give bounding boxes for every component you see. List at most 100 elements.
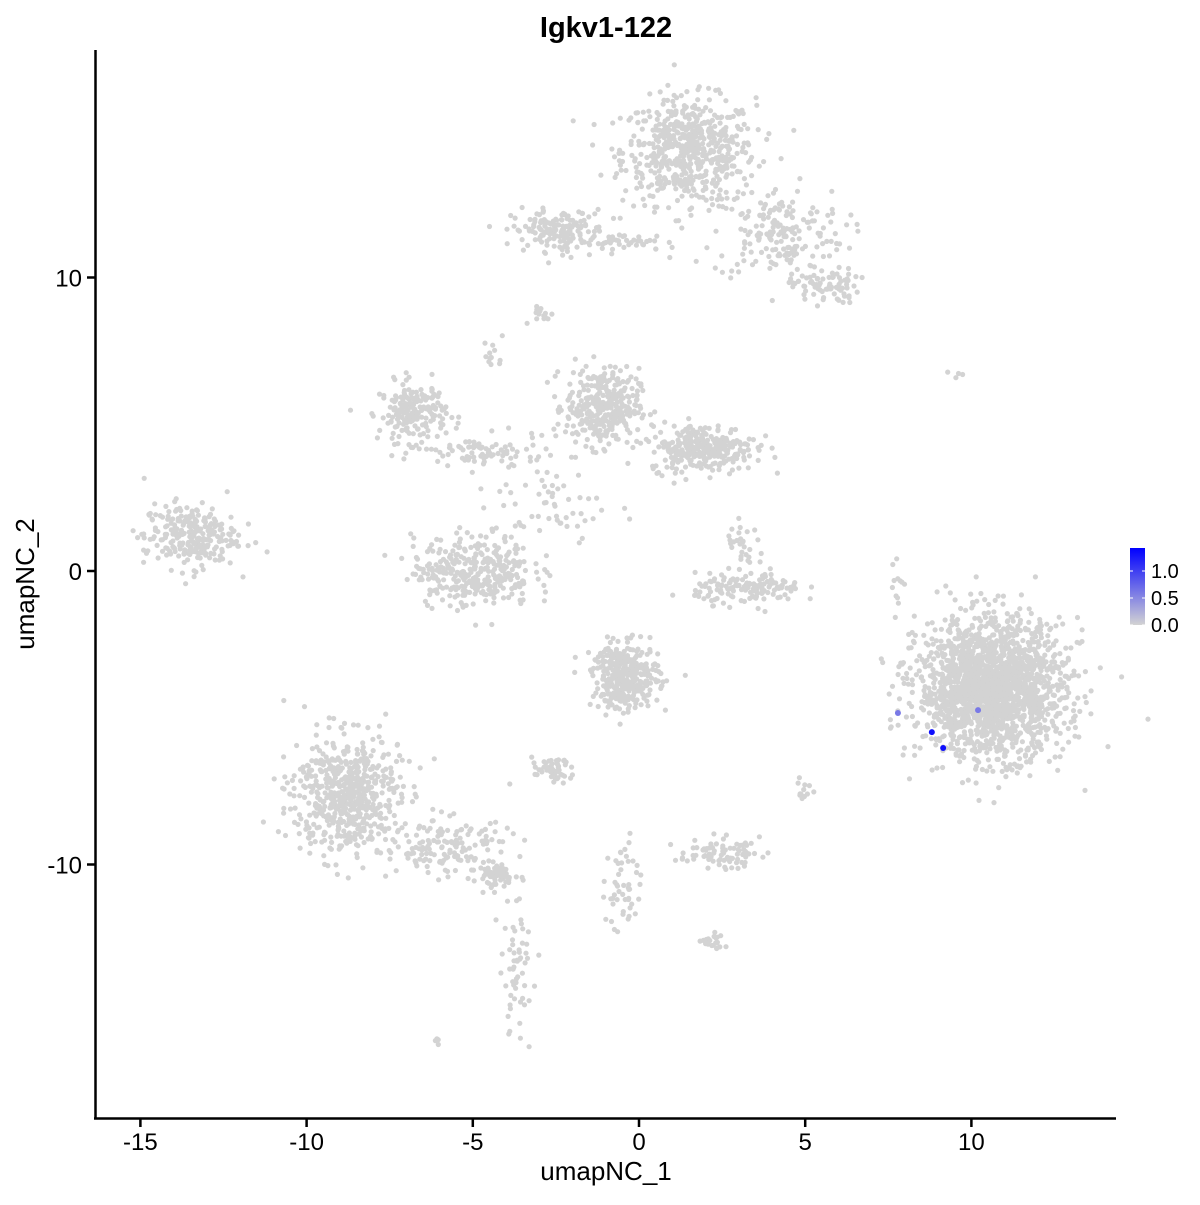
cell-point (377, 427, 383, 433)
cell-point (643, 436, 649, 442)
cell-point (660, 101, 666, 107)
cell-point (834, 247, 840, 253)
cell-point (577, 495, 583, 501)
cell-point (1049, 705, 1055, 711)
cell-point (810, 205, 816, 211)
cell-point (581, 387, 587, 393)
cell-point (779, 199, 785, 205)
cell-point (694, 430, 701, 436)
cell-point (478, 533, 484, 539)
cell-point (601, 365, 607, 371)
cell-point (171, 522, 178, 528)
cell-point (728, 540, 734, 547)
cell-point (1052, 754, 1058, 760)
cell-point (700, 141, 706, 147)
cell-point (413, 415, 419, 422)
cell-point (853, 274, 859, 280)
cell-point (598, 172, 604, 178)
cell-point (610, 120, 616, 126)
cell-point (401, 410, 407, 416)
cell-point (682, 176, 688, 182)
cell-point (834, 285, 840, 291)
cell-point (654, 697, 660, 703)
cell-point (760, 212, 767, 218)
cell-point (399, 427, 405, 433)
cell-point (851, 283, 857, 289)
cell-point (1063, 705, 1069, 711)
cell-point (212, 557, 218, 563)
cell-point (820, 297, 826, 303)
cell-point (636, 138, 642, 144)
cell-point (597, 389, 603, 395)
cell-point (709, 195, 715, 202)
cell-point (706, 126, 712, 132)
cell-point (810, 253, 816, 259)
cell-point (421, 404, 427, 410)
cell-point (797, 176, 803, 182)
cell-point (633, 110, 639, 116)
cell-point (670, 460, 676, 466)
cell-point (685, 112, 691, 118)
cell-point (799, 273, 805, 279)
cell-point (1009, 676, 1016, 682)
cell-point (1007, 639, 1013, 646)
cell-point (501, 502, 507, 509)
cell-point (1004, 726, 1010, 732)
cell-point (828, 238, 834, 244)
cell-point (609, 234, 616, 240)
cell-point (889, 683, 896, 689)
cell-point (912, 723, 918, 729)
cell-point (574, 523, 581, 529)
cell-point (141, 547, 147, 553)
cell-point (1044, 694, 1050, 701)
cell-point (209, 506, 215, 512)
cell-point (708, 433, 714, 440)
cell-point (599, 507, 605, 513)
cell-point (735, 168, 741, 174)
cell-point (631, 133, 637, 139)
cell-point (679, 469, 685, 475)
cell-point (682, 143, 688, 149)
cell-point (633, 376, 639, 382)
cell-point (481, 542, 487, 548)
cell-point (725, 138, 731, 144)
cell-point (397, 408, 403, 415)
cell-point (552, 394, 558, 400)
cell-point (929, 767, 935, 773)
cell-point (1056, 614, 1062, 620)
cell-point (420, 431, 427, 437)
cell-point (713, 228, 719, 234)
cell-point (992, 686, 998, 692)
cell-point (437, 449, 443, 455)
cell-point (991, 609, 997, 615)
cell-point (517, 584, 523, 590)
cell-point (423, 420, 429, 426)
cell-point (844, 285, 850, 291)
cell-point (1044, 666, 1050, 672)
cell-point (1038, 635, 1044, 641)
cell-point (603, 401, 609, 407)
cell-point (570, 423, 577, 429)
cell-point (814, 282, 820, 288)
cell-point (1043, 733, 1049, 739)
cell-point (617, 115, 623, 121)
cell-point (489, 444, 495, 450)
cell-point (780, 578, 786, 584)
cell-point (491, 600, 497, 606)
cell-point (443, 430, 449, 436)
cell-point (693, 192, 700, 198)
cell-point (449, 414, 455, 421)
cell-point (624, 363, 630, 370)
cell-point (227, 542, 233, 549)
cell-point (854, 289, 860, 295)
cell-point (509, 591, 515, 597)
cell-point (637, 161, 643, 167)
cell-point (751, 581, 757, 587)
cell-point (644, 154, 650, 161)
cell-point (489, 621, 495, 628)
cell-point (1017, 730, 1024, 736)
cell-point (895, 671, 901, 678)
cell-point (614, 382, 620, 388)
cell-point (717, 187, 723, 193)
cell-point (687, 154, 693, 160)
